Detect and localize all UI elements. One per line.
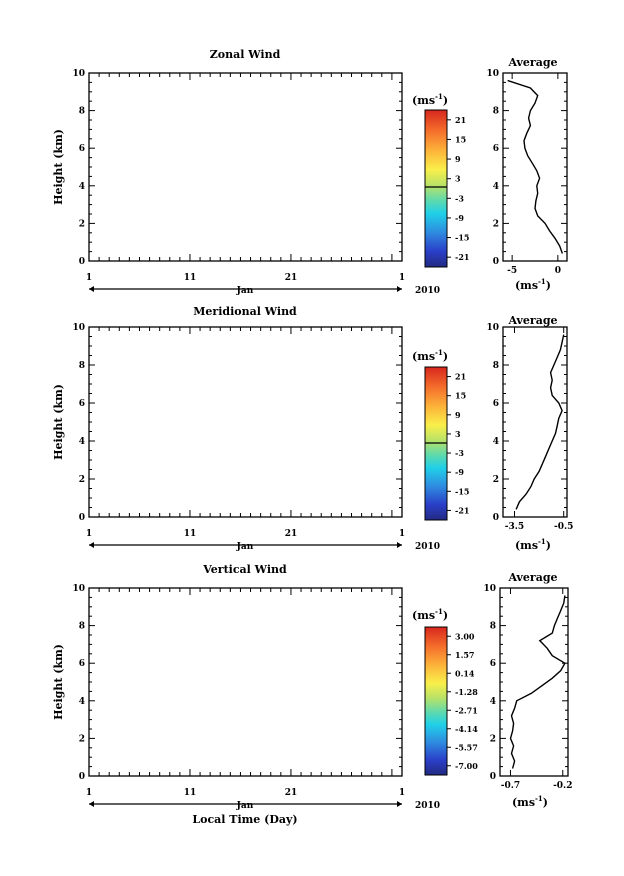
colorbar-tick-label: 9 [455,154,461,164]
colorbar-ticks: 21 15 9 3 -3 -9 -15 -21 [447,372,469,515]
colorbar-tick-label: -3 [455,448,464,458]
colorbar-tick-label: 15 [455,134,466,144]
y-tick-label: 4 [79,182,85,192]
colorbar-tick-label: 21 [455,115,466,125]
y-tick-label: 2 [79,475,85,485]
x-tick-label: 1 [399,273,405,283]
profile-plot: 0 2 4 6 8 10 -5 0 [486,69,568,276]
y-tick-label: 10 [72,69,85,79]
panel-title: Meridional Wind [193,305,297,318]
x-tick-label: 21 [285,529,298,539]
colorbar-tick-label: 9 [455,410,461,420]
y-tick-label: 4 [79,437,85,447]
colorbar-tick-label: 3 [455,429,461,439]
y-axis-label: Height (km) [52,384,65,460]
profile-y-tick-label: 6 [493,144,499,154]
year-label: 2010 [415,286,440,296]
y-tick-label: 0 [79,257,85,267]
x-tick-label: 21 [285,273,298,283]
y-ticks: 0 2 4 6 8 10 [72,69,402,267]
profile-x-tick-label: 0 [555,266,561,276]
colorbar-tick-label: -9 [455,213,464,223]
profile-y-tick-label: 8 [493,361,499,371]
colorbar-tick-label: -15 [455,233,469,243]
y-axis-label: Height (km) [52,644,65,720]
y-tick-label: 10 [72,323,85,333]
x-tick-label: 1 [86,273,92,283]
profile-plot: 0 2 4 6 8 10 -3.5 -0.5 [486,323,573,532]
profile-y-tick-label: 2 [493,475,499,485]
profile-y-tick-label: 10 [486,69,499,79]
panel-title: Vertical Wind [202,563,287,576]
profile-y-tick-label: 4 [493,437,499,447]
profile-x-tick-label: -0.5 [554,522,573,532]
month-label: Jan [236,542,254,552]
y-tick-label: 8 [79,107,85,117]
profile-xlabel: (ms-1) [515,537,551,552]
profile-x-tick-label: -3.5 [505,522,524,532]
colorbar-tick-label: 15 [455,391,466,401]
colorbar-ticks: 21 15 9 3 -3 -9 -15 -21 [447,115,469,262]
profile-line [507,79,564,254]
colorbar-tick-label: -21 [455,252,469,262]
x-tick-label: 1 [86,529,92,539]
month-label: Jan [236,286,254,296]
y-tick-label: 2 [79,219,85,229]
colorbar-tick-label: -9 [455,467,464,477]
colorbar-tick-label: -15 [455,486,469,496]
x-tick-label: 1 [399,529,405,539]
x-tick-label: 11 [184,529,197,539]
colorbar-tick-label: -3 [455,193,464,203]
profile-y-tick-label: 8 [493,107,499,117]
profile-x-tick-label: -5 [507,266,517,276]
panel-title: Zonal Wind [210,48,281,61]
profile-y-tick-label: 4 [493,182,499,192]
year-label: 2010 [415,542,440,552]
profile-title: Average [507,56,557,69]
plot-frame [88,326,403,518]
x-tick-label: 11 [184,273,197,283]
profile-y-tick-label: 0 [493,257,499,267]
y-ticks: 0 2 4 6 8 10 [72,323,402,523]
profile-y-tick-label: 6 [493,399,499,409]
colorbar-tick-label: 21 [455,372,466,382]
profile-y-tick-label: 0 [493,513,499,523]
profile-line [515,334,565,510]
y-axis-label: Height (km) [52,129,65,205]
y-tick-label: 0 [79,513,85,523]
y-tick-label: 6 [79,144,85,154]
colorbar-tick-label: 3 [455,174,461,184]
profile-title: Average [507,314,557,327]
y-tick-label: 6 [79,399,85,409]
colorbar [424,109,448,268]
profile-xlabel: (ms-1) [515,277,551,292]
colorbar-unit: (ms-1) [412,92,448,107]
colorbar-unit: (ms-1) [412,348,448,363]
y-tick-label: 8 [79,361,85,371]
x-ticks [88,73,403,261]
profile-y-tick-label: 10 [486,323,499,333]
x-ticks [88,327,403,517]
plot-frame [88,72,403,262]
profile-y-tick-label: 2 [493,219,499,229]
colorbar-tick-label: -21 [455,505,469,515]
